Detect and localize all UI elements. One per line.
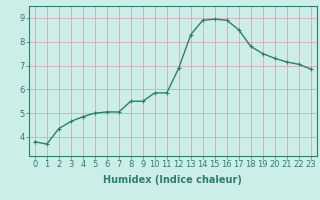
X-axis label: Humidex (Indice chaleur): Humidex (Indice chaleur): [103, 175, 242, 185]
